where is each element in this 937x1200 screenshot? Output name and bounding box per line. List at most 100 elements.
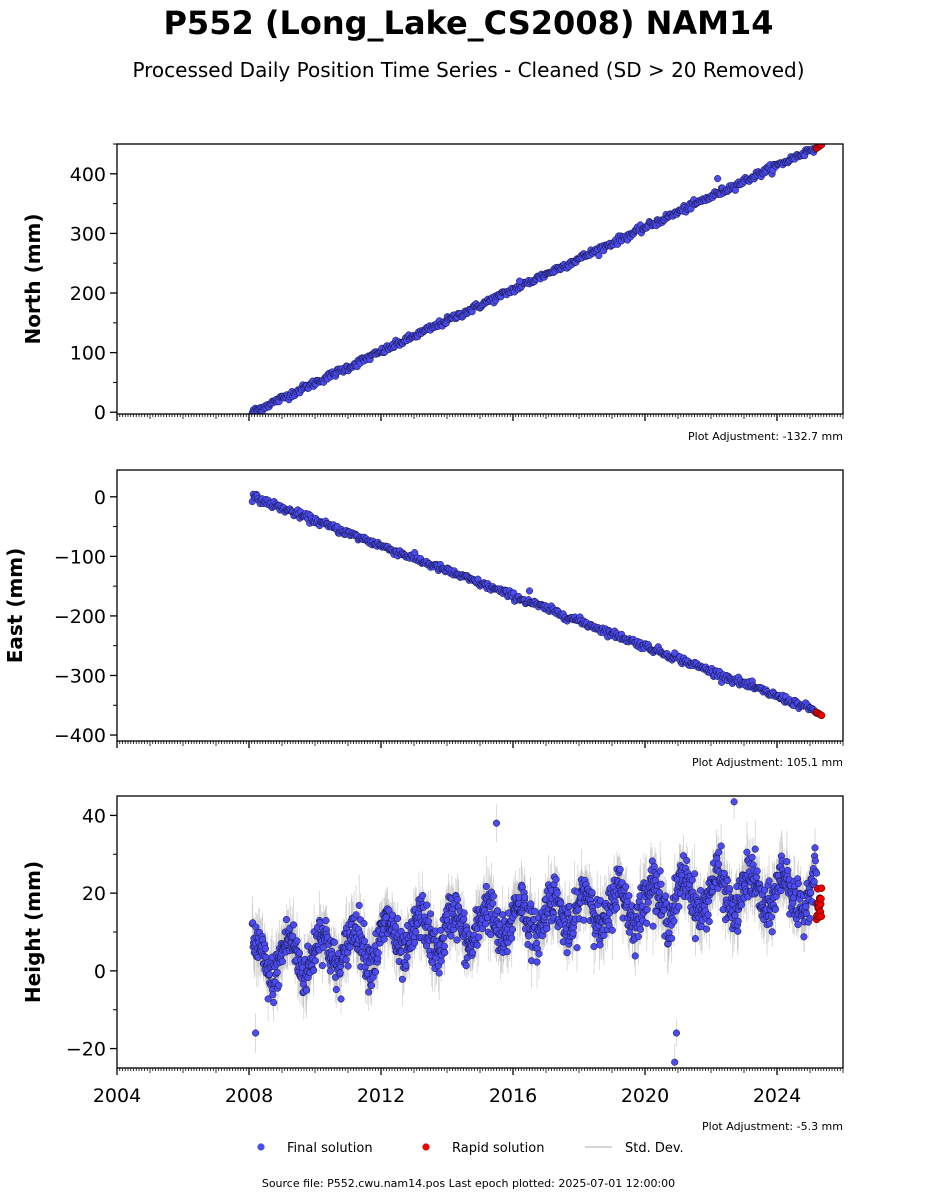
final-point: [318, 962, 326, 970]
y-tick-label: 300: [70, 223, 106, 245]
final-point: [435, 969, 443, 977]
y-tick-label: −300: [54, 665, 106, 687]
final-point: [264, 995, 272, 1003]
final-point: [402, 961, 410, 970]
final-point: [355, 901, 363, 909]
y-tick-label: 40: [82, 805, 106, 827]
final-point: [270, 998, 278, 1007]
final-point: [261, 945, 269, 953]
final-point: [714, 175, 722, 183]
final-point: [806, 914, 814, 922]
x-tick-label: 2012: [357, 1085, 405, 1107]
final-point: [731, 911, 739, 919]
final-point: [636, 925, 644, 933]
final-point: [462, 962, 470, 970]
final-point: [293, 937, 301, 945]
final-point: [475, 933, 483, 941]
y-axis-label-north: North (mm): [21, 213, 45, 344]
final-point: [392, 923, 400, 931]
final-point: [723, 876, 732, 885]
x-axis-height: 2004 2008 2012 2016 2020 2024: [93, 1068, 844, 1107]
final-point: [440, 942, 448, 950]
final-point: [388, 911, 397, 919]
final-point: [330, 938, 338, 946]
final-point: [289, 921, 298, 929]
x-tick-label: 2008: [225, 1085, 273, 1107]
final-point: [440, 934, 448, 942]
final-point: [516, 277, 524, 285]
plot-adjustment-height: Plot Adjustment: -5.3 mm: [702, 1120, 843, 1133]
final-point: [807, 889, 815, 897]
final-point: [704, 897, 713, 905]
x-tick-label: 2024: [753, 1085, 801, 1107]
final-point: [311, 957, 319, 965]
final-point: [794, 921, 802, 929]
final-point: [295, 949, 303, 957]
final-point: [527, 900, 535, 908]
final-point: [794, 879, 802, 888]
final-point: [670, 917, 678, 925]
final-point: [811, 844, 819, 852]
final-point: [460, 909, 468, 917]
final-point: [702, 925, 711, 933]
final-point: [691, 935, 699, 943]
final-point: [252, 1029, 260, 1037]
plot-adjustment-east: Plot Adjustment: 105.1 mm: [692, 756, 843, 769]
final-point: [508, 925, 517, 934]
final-point: [525, 932, 533, 940]
final-point: [453, 936, 461, 944]
final-point: [596, 897, 604, 905]
rapid-point: [817, 884, 826, 892]
final-point: [625, 892, 633, 900]
final-point: [616, 865, 624, 874]
final-point: [322, 917, 330, 925]
final-point: [437, 957, 445, 965]
final-point: [278, 957, 286, 966]
legend-final-marker: [257, 1143, 265, 1151]
rapid-solution-points: [812, 144, 826, 152]
final-point: [426, 910, 435, 918]
final-point: [521, 893, 529, 901]
y-axis-north: 0 100 200 300 400: [70, 143, 117, 424]
final-point: [265, 970, 273, 979]
final-point: [332, 985, 340, 994]
final-point: [346, 943, 354, 951]
final-point: [768, 928, 776, 936]
final-point: [289, 932, 297, 940]
final-point: [725, 885, 734, 893]
final-point: [605, 921, 613, 929]
legend-rapid-marker: [422, 1143, 430, 1151]
panel-height: −20 0 20 40 2004 2008 2012 2016 2020 2024 Height (…: [21, 795, 844, 1133]
final-point: [811, 857, 819, 865]
final-point: [608, 926, 616, 934]
final-point: [365, 988, 373, 996]
y-tick-label: 400: [70, 164, 106, 186]
final-point: [344, 962, 352, 970]
y-tick-label: 0: [94, 402, 106, 424]
y-tick-label: 200: [70, 283, 106, 305]
y-tick-label: 20: [82, 883, 106, 905]
final-point: [473, 941, 481, 949]
final-point: [493, 907, 501, 915]
page-subtitle: Processed Daily Position Time Series - C…: [132, 58, 805, 82]
y-axis-east: 0 −100 −200 −300 −400: [54, 487, 117, 747]
final-point: [784, 866, 792, 874]
final-point: [588, 889, 596, 897]
rapid-point: [817, 711, 826, 720]
final-point: [752, 873, 760, 881]
final-point: [668, 934, 676, 942]
final-point: [734, 927, 742, 935]
final-point: [767, 913, 776, 921]
final-point: [533, 958, 541, 966]
final-point: [310, 966, 318, 974]
final-point: [573, 944, 581, 952]
final-point: [403, 953, 411, 961]
final-point: [482, 882, 490, 890]
final-point: [499, 911, 507, 919]
final-point: [481, 920, 490, 928]
final-point: [419, 891, 427, 900]
final-point: [595, 252, 603, 260]
final-point: [437, 926, 445, 934]
final-point: [460, 915, 468, 923]
final-point: [751, 845, 759, 853]
